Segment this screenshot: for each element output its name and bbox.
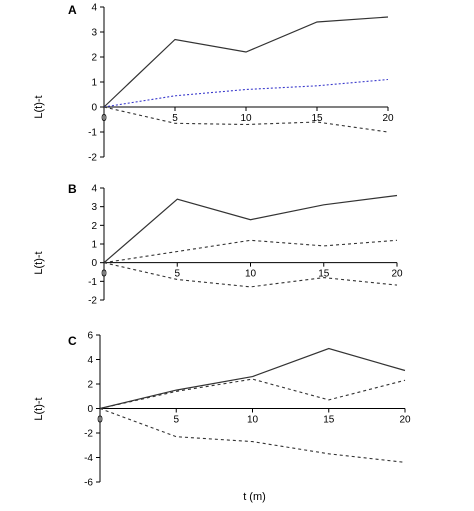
x-tick-label: 5: [172, 113, 178, 124]
series-line-2: [103, 239, 398, 264]
x-tick-label: 5: [174, 269, 180, 280]
y-tick-label: 0: [87, 404, 93, 415]
y-tick-label: 2: [87, 380, 93, 391]
x-tick-label: 10: [247, 415, 259, 426]
y-tick-label: 1: [91, 78, 97, 89]
panel-letter: C: [68, 334, 77, 348]
y-tick-label: 6: [87, 331, 93, 342]
y-tick-label: -2: [88, 153, 97, 164]
panel-letter: A: [68, 3, 77, 17]
y-tick-label: 3: [91, 28, 97, 39]
x-tick-label: 10: [245, 269, 257, 280]
x-tick-label: 5: [173, 415, 179, 426]
y-axis-title: L(t)-t: [33, 397, 45, 420]
y-tick-label: 4: [91, 3, 97, 14]
y-tick-label: 2: [91, 53, 97, 64]
y-tick-label: 0: [91, 103, 97, 114]
series-line-3: [103, 262, 398, 288]
x-tick-label: 20: [399, 415, 411, 426]
y-tick-label: -1: [88, 277, 97, 288]
x-tick-label: 0: [101, 269, 107, 280]
x-axis-title: t (m): [243, 491, 266, 503]
x-tick-label: 0: [97, 415, 103, 426]
y-tick-label: -1: [88, 128, 97, 139]
x-tick-label: 15: [318, 269, 330, 280]
x-tick-label: 15: [311, 113, 323, 124]
chart-panel-a: -2 -1 0 1 2 3 4 0 5 10 15 20 A L(t)-t: [33, 3, 394, 164]
x-tick-label: 10: [240, 113, 252, 124]
x-tick-label: 15: [323, 415, 335, 426]
panel-letter: B: [68, 182, 77, 196]
series-line-1: [103, 194, 398, 264]
y-tick-label: 4: [91, 184, 97, 195]
series-line-2: [99, 378, 406, 410]
y-tick-label: 1: [91, 240, 97, 251]
y-tick-label: -2: [88, 296, 97, 307]
y-tick-label: 2: [91, 221, 97, 232]
y-tick-label: 0: [91, 258, 97, 269]
y-tick-label: 3: [91, 202, 97, 213]
series-line-2: [103, 78, 389, 108]
x-tick-label: 0: [101, 113, 107, 124]
x-tick-label: 20: [391, 269, 403, 280]
y-tick-label: 4: [87, 355, 93, 366]
x-tick-label: 20: [382, 113, 394, 124]
y-tick-label: -2: [84, 429, 93, 440]
y-tick-label: -4: [84, 453, 93, 464]
chart-panel-c: -6 -4 -2 0 2 4 6 0 5 10 15 20 C L(t)-t t (m): [33, 331, 411, 504]
series-line-1: [99, 347, 406, 410]
chart-panel-b: -2 -1 0 1 2 3 4 0 5 10 15 20 B L(t)-t: [33, 182, 403, 307]
y-axis-title: L(t)-t: [33, 251, 45, 274]
series-line-3: [103, 106, 389, 133]
y-axis-title: L(t)-t: [33, 95, 45, 118]
series-line-3: [99, 407, 406, 463]
y-tick-label: -6: [84, 478, 93, 489]
series-line-1: [103, 16, 389, 108]
